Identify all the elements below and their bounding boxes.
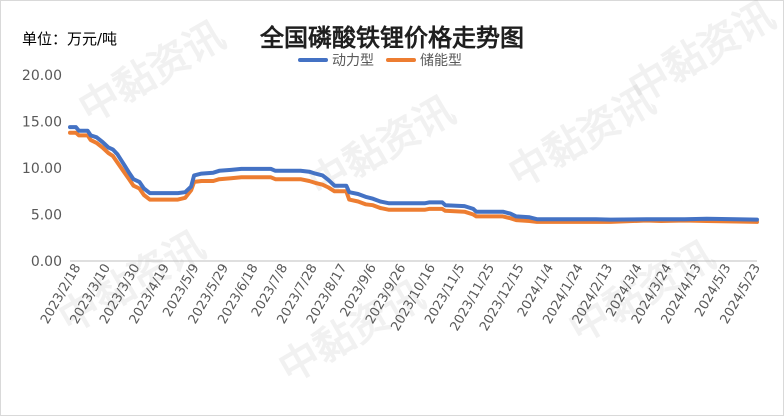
legend-item-storage: 储能型: [386, 50, 462, 70]
chart-title: 全国磷酸铁锂价格走势图: [260, 23, 524, 52]
legend-label-storage: 储能型: [420, 53, 462, 69]
y-tick-label: 10.00: [22, 161, 62, 177]
legend-item-power: 动力型: [298, 50, 374, 70]
y-tick-label: 5.00: [31, 208, 62, 224]
unit-label: 单位：万元/吨: [22, 30, 118, 48]
y-tick-label: 20.00: [22, 68, 62, 84]
legend-label-power: 动力型: [332, 53, 374, 69]
series-line-power: [68, 125, 759, 222]
y-tick-label: 0.00: [31, 254, 62, 270]
chart-legend: 动力型 储能型: [298, 50, 462, 70]
legend-swatch-power: [298, 58, 328, 62]
legend-swatch-storage: [386, 58, 416, 62]
y-tick-label: 15.00: [22, 115, 62, 131]
series-line-storage: [68, 130, 759, 224]
